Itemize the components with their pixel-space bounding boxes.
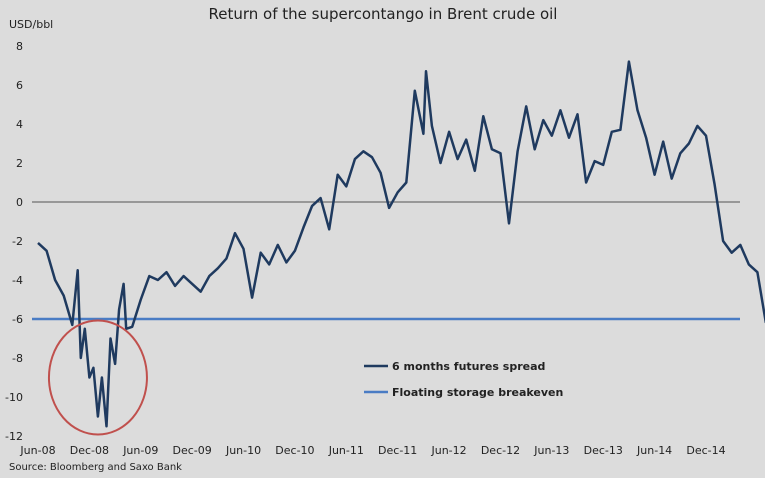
x-tick-label: Dec-11 — [378, 444, 417, 457]
legend-label-breakeven: Floating storage breakeven — [392, 386, 563, 399]
x-tick-label: Dec-08 — [70, 444, 109, 457]
legend-label-spread: 6 months futures spread — [392, 360, 545, 373]
chart-title: Return of the supercontango in Brent cru… — [209, 5, 558, 23]
x-tick-label: Dec-10 — [275, 444, 314, 457]
x-tick-label: Dec-13 — [584, 444, 623, 457]
y-axis-ticks: 8 6 4 2 0 -2 -4 -6 -8 -10 -12 — [5, 40, 23, 443]
y-tick-label: -4 — [12, 274, 23, 287]
y-tick-label: 6 — [16, 79, 23, 92]
y-axis-label: USD/bbl — [9, 18, 53, 31]
y-tick-label: 8 — [16, 40, 23, 53]
y-tick-label: -10 — [5, 391, 23, 404]
series-6-months-futures-spread — [37, 60, 765, 428]
x-tick-label: Dec-09 — [173, 444, 212, 457]
y-tick-label: 4 — [16, 118, 23, 131]
x-tick-label: Jun-11 — [328, 444, 364, 457]
x-axis-ticks: Jun-08 Dec-08 Jun-09 Dec-09 Jun-10 Dec-10 Jun-… — [19, 444, 725, 457]
y-tick-label: -2 — [12, 235, 23, 248]
y-tick-label: 2 — [16, 157, 23, 170]
x-tick-label: Jun-14 — [636, 444, 672, 457]
y-tick-label: 0 — [16, 196, 23, 209]
y-tick-label: -8 — [12, 352, 23, 365]
y-tick-label: -6 — [12, 313, 23, 326]
source-note: Source: Bloomberg and Saxo Bank — [9, 462, 182, 473]
x-tick-label: Jun-12 — [430, 444, 466, 457]
x-tick-label: Jun-10 — [225, 444, 261, 457]
x-tick-label: Dec-12 — [481, 444, 520, 457]
x-tick-label: Jun-08 — [19, 444, 55, 457]
annotation-circle — [47, 319, 148, 436]
x-tick-label: Jun-13 — [533, 444, 569, 457]
x-tick-label: Jun-09 — [122, 444, 158, 457]
y-tick-label: -12 — [5, 430, 23, 443]
legend: 6 months futures spread Floating storage… — [364, 360, 563, 399]
x-tick-label: Dec-14 — [686, 444, 725, 457]
